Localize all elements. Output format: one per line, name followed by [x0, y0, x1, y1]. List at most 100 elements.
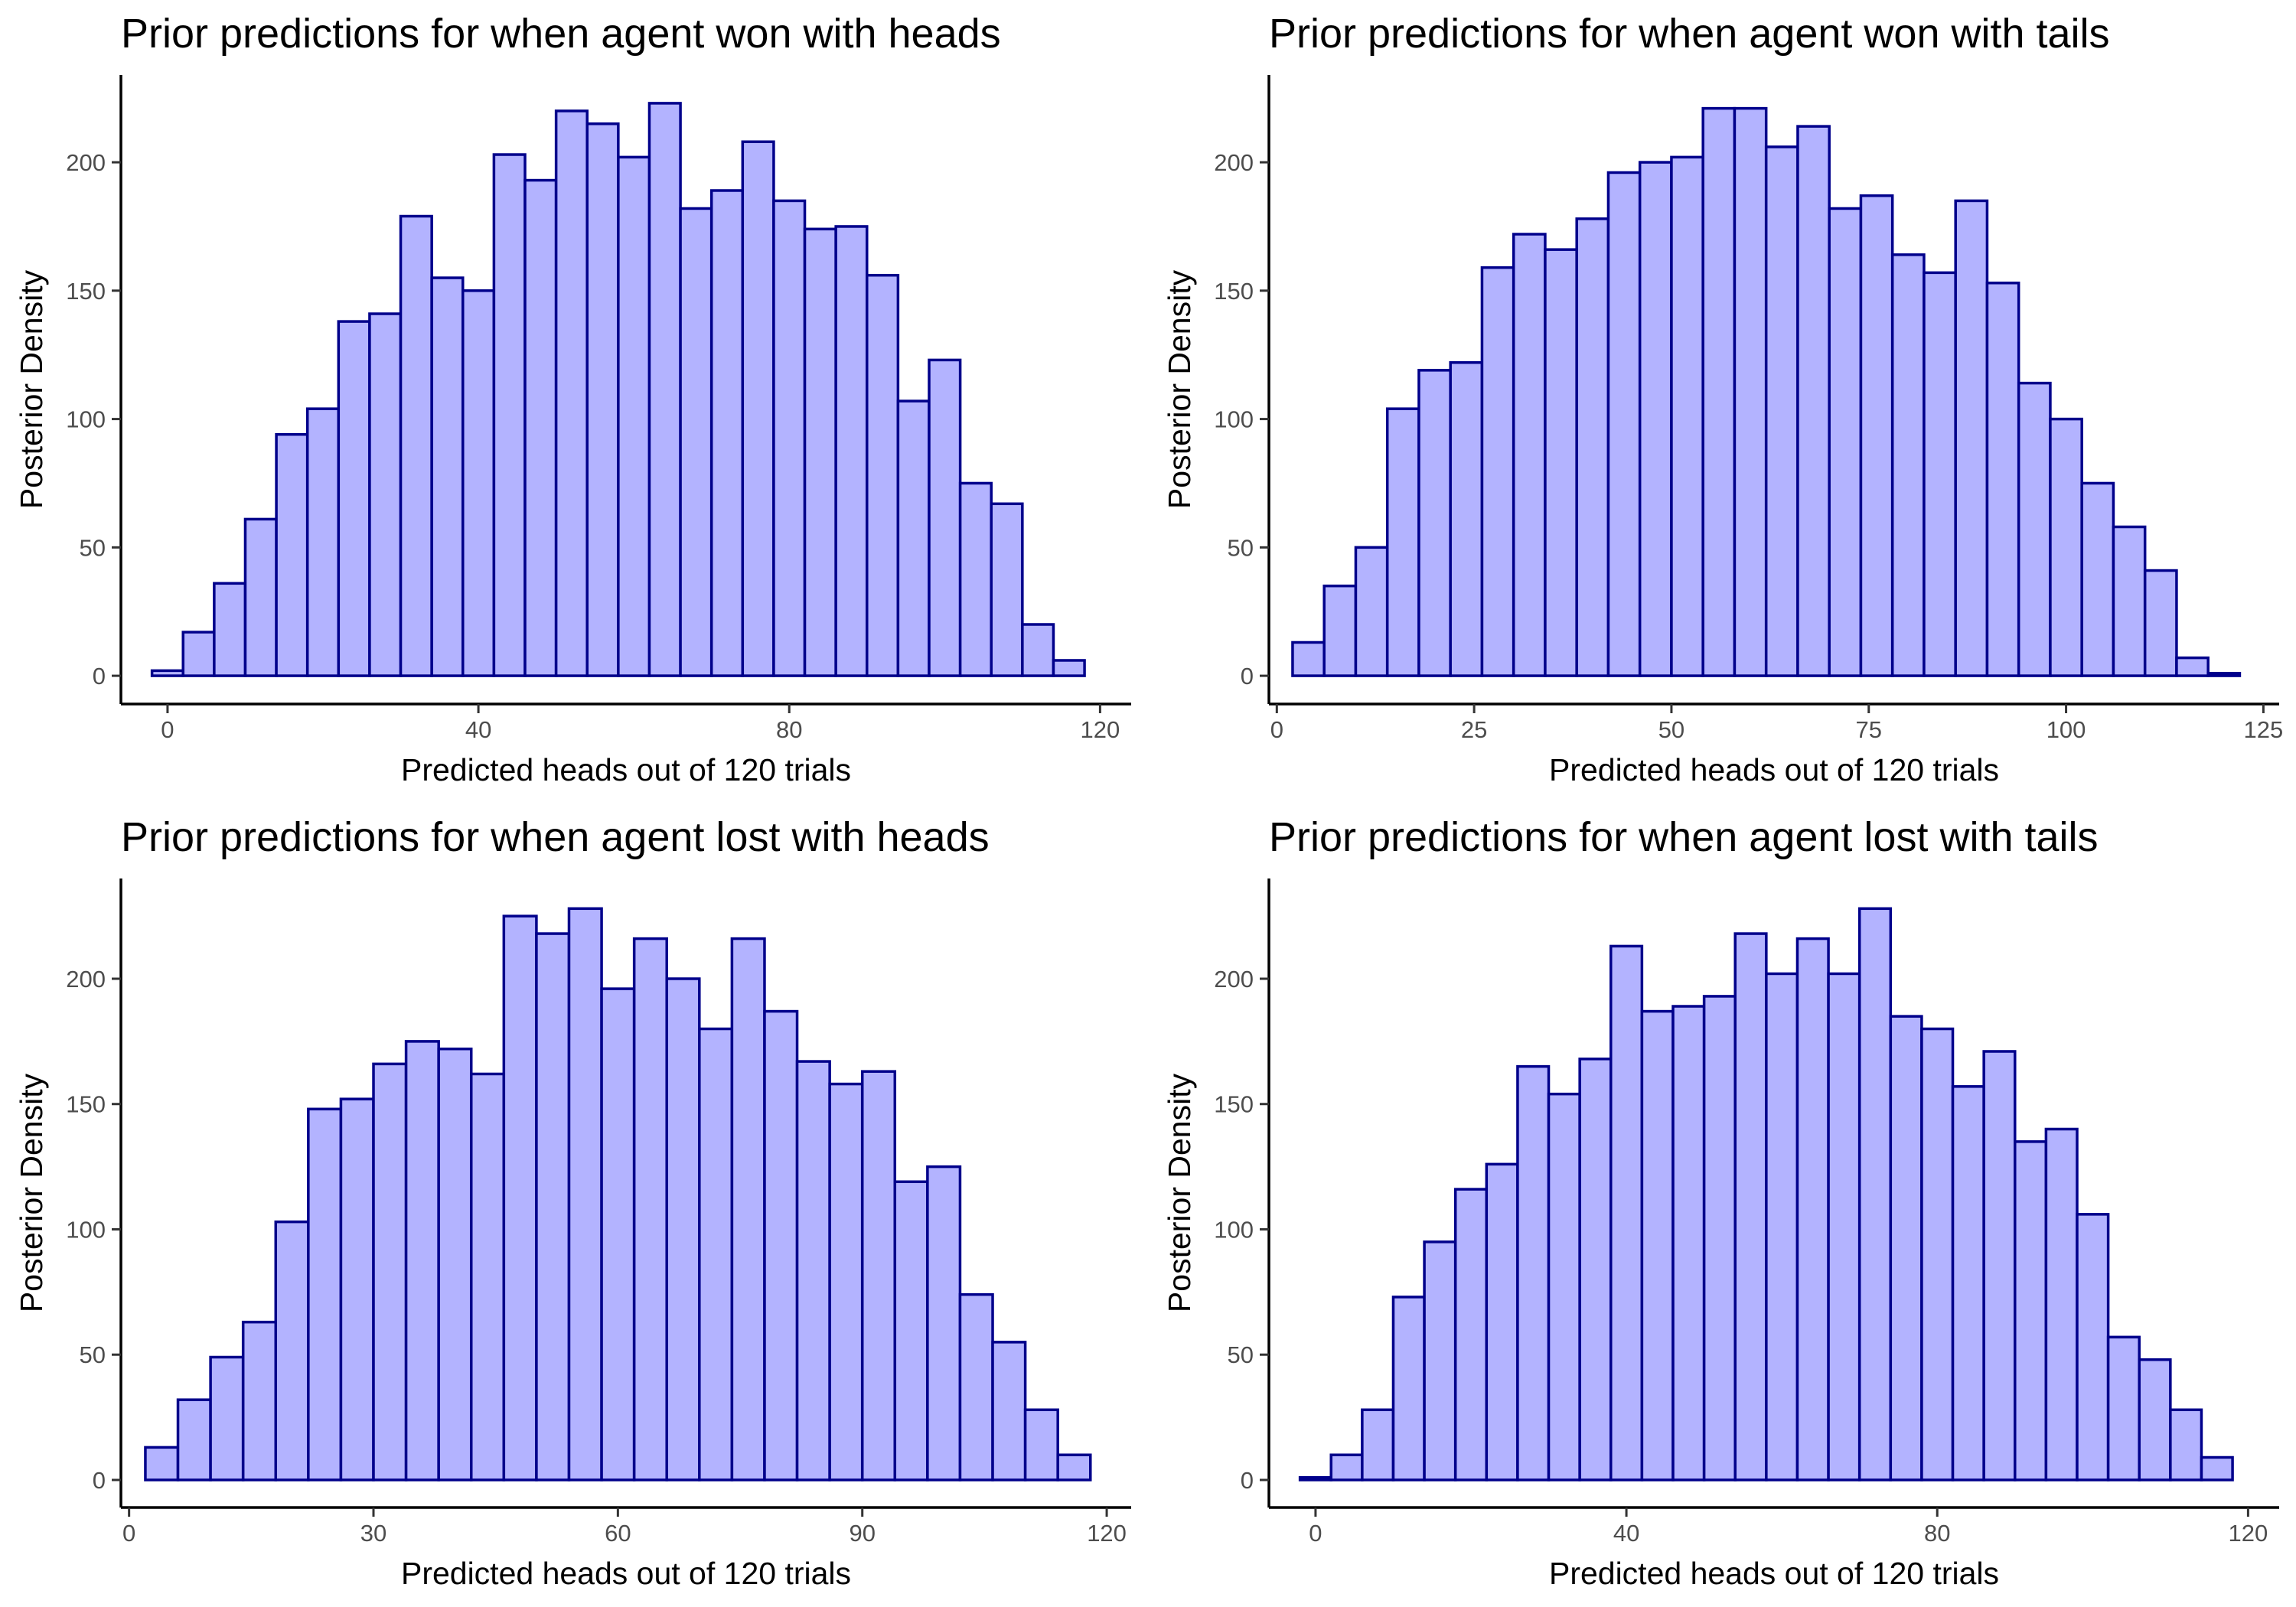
y-axis-title: Posterior Density — [14, 269, 49, 509]
histogram-bar — [275, 432, 309, 677]
histogram-bar — [1609, 944, 1644, 1482]
histogram-bar — [1385, 407, 1420, 677]
histogram-bar — [1606, 171, 1642, 677]
histogram-bar — [1021, 623, 1055, 677]
histogram-bar — [567, 907, 603, 1482]
histogram-bar — [741, 140, 775, 677]
histogram-bar — [469, 1072, 506, 1482]
x-tick-label: 0 — [161, 716, 174, 743]
y-tick-label: 0 — [93, 1467, 106, 1494]
histogram-bar — [860, 1070, 897, 1482]
histogram-bar — [1512, 233, 1547, 677]
histogram-bar — [1923, 271, 1957, 677]
histogram-bar — [535, 932, 571, 1482]
x-tick-label: 120 — [1081, 716, 1120, 743]
x-axis-title: Predicted heads out of 120 trials — [401, 1556, 851, 1591]
histogram-bar — [2112, 525, 2147, 677]
histogram-bar — [730, 937, 766, 1482]
histogram-bar — [866, 273, 900, 677]
histogram-bar — [617, 155, 651, 677]
histogram-bar — [1671, 1005, 1706, 1482]
histogram-bar — [2044, 1127, 2079, 1482]
histogram-bar — [144, 1446, 180, 1482]
y-tick-label: 50 — [80, 534, 106, 561]
histogram-bar — [1795, 937, 1830, 1482]
histogram-bar — [1575, 217, 1610, 677]
histogram-bar — [1701, 106, 1737, 677]
histogram-bar — [243, 517, 278, 677]
histogram-bar — [1827, 972, 1861, 1482]
histogram-bar — [1023, 1408, 1059, 1482]
histogram-bar — [1857, 907, 1893, 1482]
histogram-won-tails: Prior predictions for when agent won wit… — [1162, 11, 2283, 787]
histogram-bar — [1859, 194, 1894, 677]
histogram-bar — [2014, 1140, 2048, 1482]
x-tick-label: 30 — [360, 1520, 386, 1547]
histogram-bar — [1291, 641, 1326, 677]
histogram-bar — [1547, 1092, 1581, 1482]
histogram-bar — [1322, 584, 1358, 677]
histogram-bar — [803, 227, 837, 677]
histogram-bar — [492, 153, 527, 677]
x-tick-label: 50 — [1658, 716, 1684, 743]
histogram-bar — [1298, 1475, 1332, 1482]
y-tick-label: 50 — [1228, 1341, 1254, 1368]
histogram-won-heads: Prior predictions for when agent won wit… — [14, 11, 1131, 787]
histogram-bar — [1670, 155, 1704, 677]
x-axis-title: Predicted heads out of 120 trials — [401, 752, 851, 787]
histogram-bar — [763, 1009, 799, 1482]
histogram-bar — [1423, 1240, 1457, 1482]
x-axis-title: Predicted heads out of 120 trials — [1549, 752, 1999, 787]
histogram-lost-heads: Prior predictions for when agent lost wi… — [14, 814, 1131, 1591]
histogram-bar — [1890, 253, 1926, 677]
x-tick-label: 0 — [1309, 1520, 1322, 1547]
x-tick-label: 90 — [849, 1520, 875, 1547]
histogram-bar — [1733, 932, 1768, 1482]
histogram-bar — [632, 937, 668, 1482]
histogram-bar — [368, 312, 403, 677]
y-tick-label: 50 — [1228, 534, 1254, 561]
bars — [144, 907, 1092, 1482]
histogram-bar — [1052, 659, 1086, 677]
histogram-bar — [1796, 125, 1831, 677]
histogram-bar — [1480, 266, 1515, 677]
x-tick-label: 120 — [1087, 1520, 1127, 1547]
y-tick-label: 200 — [1214, 966, 1254, 993]
histogram-bar — [647, 102, 682, 677]
histogram-bar — [2049, 417, 2083, 677]
histogram-bar — [339, 1097, 375, 1482]
histogram-bar — [274, 1220, 310, 1482]
y-tick-label: 50 — [80, 1341, 106, 1368]
y-tick-label: 100 — [1214, 1216, 1254, 1243]
histogram-bar — [1485, 1162, 1519, 1482]
chart-title: Prior predictions for when agent lost wi… — [121, 814, 990, 860]
y-tick-label: 0 — [93, 663, 106, 689]
bars — [1291, 106, 2242, 677]
panel-won-heads: Prior predictions for when agent won wit… — [0, 0, 1148, 804]
panel-won-tails: Prior predictions for when agent won wit… — [1148, 0, 2296, 804]
histogram-bar — [1982, 1050, 2017, 1482]
x-tick-label: 60 — [605, 1520, 631, 1547]
histogram-bar — [430, 276, 465, 677]
histogram-bar — [679, 207, 713, 677]
histogram-bar — [307, 1107, 343, 1482]
histogram-bar — [1951, 1085, 1985, 1482]
histogram-bar — [1516, 1064, 1551, 1482]
histogram-bar — [1361, 1408, 1395, 1482]
histogram-bar — [2138, 1358, 2172, 1482]
histogram-bar — [2076, 1213, 2110, 1482]
histogram-bar — [554, 109, 589, 677]
histogram-bar — [1640, 1009, 1675, 1482]
x-tick-label: 80 — [1924, 1520, 1950, 1547]
y-tick-label: 200 — [66, 149, 106, 176]
histogram-bar — [213, 582, 247, 677]
x-axis-title: Predicted heads out of 120 trials — [1549, 1556, 1999, 1591]
histogram-bar — [437, 1047, 473, 1482]
y-tick-label: 0 — [1241, 1467, 1254, 1494]
y-tick-label: 150 — [1214, 1091, 1254, 1118]
histogram-bar — [1638, 161, 1673, 677]
histogram-bar — [1449, 361, 1484, 677]
histogram-bar — [2017, 381, 2052, 677]
x-tick-label: 0 — [122, 1520, 135, 1547]
histogram-bar — [1702, 995, 1737, 1482]
